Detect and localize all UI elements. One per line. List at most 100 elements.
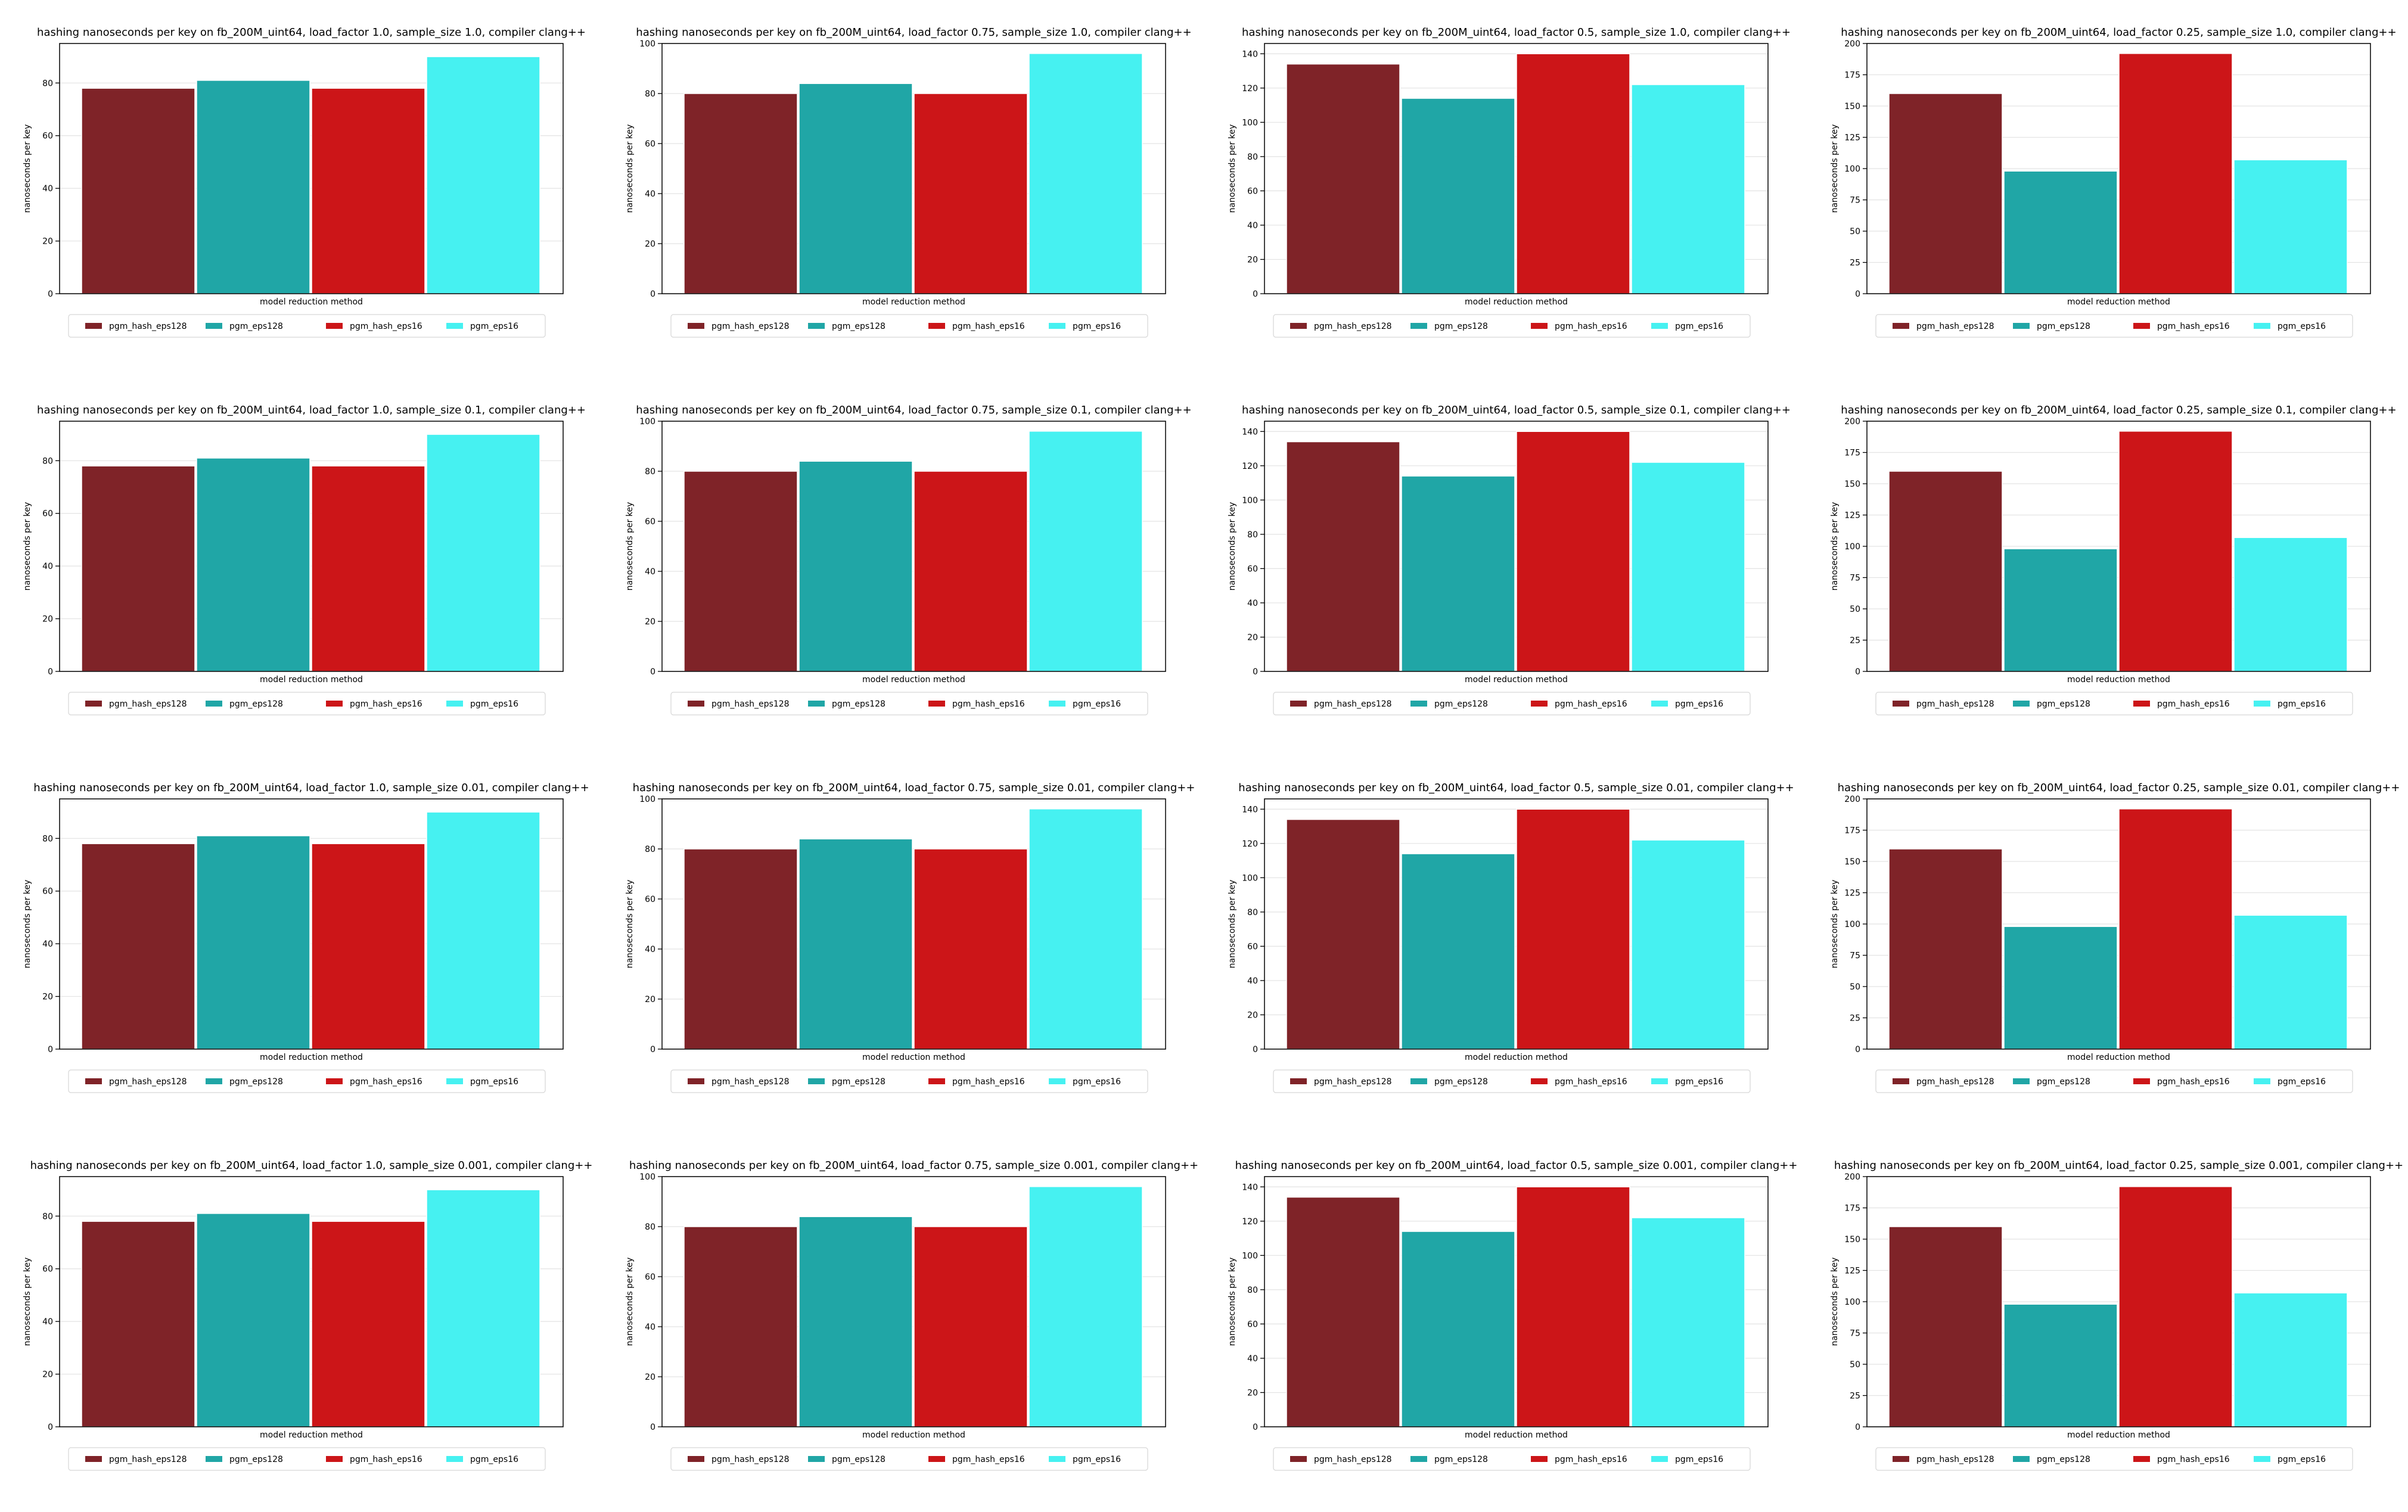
y-tick-label: 100 <box>1844 164 1860 174</box>
bar-pgm_hash_eps16 <box>914 1226 1028 1427</box>
y-tick-label: 50 <box>1850 605 1860 614</box>
axes-frame <box>1866 1176 2371 1427</box>
y-tick-label: 80 <box>645 845 655 854</box>
bar-pgm_hash_eps128 <box>1888 1226 2003 1427</box>
legend-swatch <box>1290 323 1307 329</box>
legend-swatch <box>1531 323 1548 329</box>
y-tick-label: 100 <box>1242 496 1258 505</box>
legend-swatch <box>206 1078 222 1084</box>
bar-pgm_eps128 <box>798 83 913 294</box>
y-tick-label: 20 <box>1247 1010 1258 1020</box>
legend-label: pgm_eps128 <box>1434 1077 1488 1087</box>
y-tick-label: 0 <box>48 1045 53 1054</box>
legend-label: pgm_eps128 <box>2037 322 2090 331</box>
legend-swatch <box>1410 1456 1427 1462</box>
bar-pgm_eps128 <box>196 1213 310 1427</box>
legend: pgm_hash_eps128 pgm_eps128 pgm_hash_eps16 p… <box>68 692 546 715</box>
legend-swatch <box>2254 1078 2270 1084</box>
y-tick-label: 60 <box>42 509 53 519</box>
bar-pgm_hash_eps16 <box>1516 431 1630 672</box>
bar-pgm_eps16 <box>1631 462 1745 672</box>
bar-chart: hashing nanoseconds per key on fb_200M_u… <box>23 26 586 338</box>
legend-label: pgm_eps16 <box>2277 699 2326 709</box>
subplot-13: hashing nanoseconds per key on fb_200M_u… <box>0 1133 602 1512</box>
y-axis-label: nanoseconds per key <box>1228 125 1237 213</box>
legend-label: pgm_eps16 <box>470 699 518 709</box>
legend-swatch <box>85 701 102 707</box>
y-tick-label: 0 <box>650 667 655 677</box>
legend-label: pgm_eps128 <box>1434 1455 1488 1464</box>
legend-label: pgm_eps128 <box>2037 699 2090 709</box>
y-tick-label: 120 <box>1242 839 1258 849</box>
chart-title: hashing nanoseconds per key on fb_200M_u… <box>1841 404 2396 416</box>
legend-label: pgm_hash_eps128 <box>711 1077 790 1087</box>
legend-swatch <box>1893 323 1909 329</box>
axes-frame <box>661 43 1166 294</box>
y-tick-label: 75 <box>1850 951 1860 961</box>
axes-frame <box>1264 421 1769 672</box>
bar-pgm_eps128 <box>196 458 310 672</box>
legend-swatch <box>1410 1078 1427 1084</box>
bar-pgm_eps128 <box>196 835 310 1050</box>
y-tick-label: 60 <box>1247 186 1258 196</box>
bar-chart: hashing nanoseconds per key on fb_200M_u… <box>625 404 1192 715</box>
legend-swatch <box>446 701 463 707</box>
bar-chart: hashing nanoseconds per key on fb_200M_u… <box>625 782 1195 1093</box>
bar-pgm_hash_eps16 <box>914 848 1028 1050</box>
legend-box <box>670 1447 1148 1471</box>
y-tick-label: 20 <box>645 239 655 249</box>
y-tick-label: 40 <box>42 184 53 194</box>
chart-title: hashing nanoseconds per key on fb_200M_u… <box>1242 404 1791 416</box>
y-tick-label: 200 <box>1844 39 1860 49</box>
legend-swatch <box>808 701 825 707</box>
y-tick-label: 120 <box>1242 1217 1258 1227</box>
y-tick-label: 175 <box>1844 71 1860 80</box>
y-tick-label: 175 <box>1844 449 1860 458</box>
x-axis-label: model reduction method <box>1465 297 1568 307</box>
y-tick-label: 0 <box>1855 290 1860 299</box>
legend-label: pgm_eps16 <box>1073 322 1121 331</box>
y-tick-label: 75 <box>1850 1329 1860 1339</box>
legend-swatch <box>2133 323 2150 329</box>
y-axis-label: nanoseconds per key <box>1228 502 1237 591</box>
bar-pgm_hash_eps128 <box>81 843 195 1050</box>
y-axis-label: nanoseconds per key <box>1830 1258 1840 1346</box>
y-axis-label: nanoseconds per key <box>23 502 32 591</box>
bar-pgm_eps128 <box>2003 170 2118 294</box>
y-tick-label: 40 <box>1247 599 1258 608</box>
y-tick-label: 0 <box>1253 1045 1258 1054</box>
legend-label: pgm_eps128 <box>229 1455 283 1464</box>
subplot-5: hashing nanoseconds per key on fb_200M_u… <box>0 378 602 757</box>
y-tick-label: 140 <box>1242 805 1258 814</box>
x-axis-label: model reduction method <box>1465 1430 1568 1440</box>
bar-pgm_hash_eps16 <box>1516 53 1630 294</box>
legend-label: pgm_eps16 <box>1073 699 1121 709</box>
legend: pgm_hash_eps128 pgm_eps128 pgm_hash_eps16 p… <box>1875 1447 2353 1471</box>
bar-pgm_hash_eps128 <box>81 88 195 294</box>
y-tick-label: 40 <box>645 945 655 954</box>
y-tick-label: 100 <box>639 1172 655 1182</box>
legend-label: pgm_hash_eps16 <box>350 1077 422 1087</box>
legend-swatch <box>1049 1456 1065 1462</box>
y-tick-label: 60 <box>645 895 655 904</box>
y-tick-label: 140 <box>1242 1183 1258 1192</box>
legend-swatch <box>688 1456 704 1462</box>
subplot-7: hashing nanoseconds per key on fb_200M_u… <box>1205 378 1807 757</box>
legend-label: pgm_hash_eps16 <box>952 1455 1025 1464</box>
bar-pgm_eps128 <box>2003 1303 2118 1427</box>
y-tick-label: 125 <box>1844 511 1860 521</box>
subplot-8: hashing nanoseconds per key on fb_200M_u… <box>1807 378 2408 757</box>
legend-swatch <box>206 323 222 329</box>
bar-pgm_hash_eps16 <box>311 88 425 294</box>
chart-title: hashing nanoseconds per key on fb_200M_u… <box>30 1159 593 1172</box>
legend: pgm_hash_eps128 pgm_eps128 pgm_hash_eps16 p… <box>1273 314 1751 338</box>
bar-pgm_hash_eps128 <box>1888 848 2003 1050</box>
legend-swatch <box>326 1456 343 1462</box>
y-tick-label: 60 <box>42 132 53 141</box>
bar-chart: hashing nanoseconds per key on fb_200M_u… <box>23 404 586 715</box>
legend-label: pgm_hash_eps128 <box>109 322 187 331</box>
legend-label: pgm_hash_eps16 <box>350 699 422 709</box>
legend-label: pgm_hash_eps128 <box>1916 1077 1994 1087</box>
bar-pgm_eps16 <box>1029 431 1143 672</box>
y-tick-label: 60 <box>42 1265 53 1274</box>
